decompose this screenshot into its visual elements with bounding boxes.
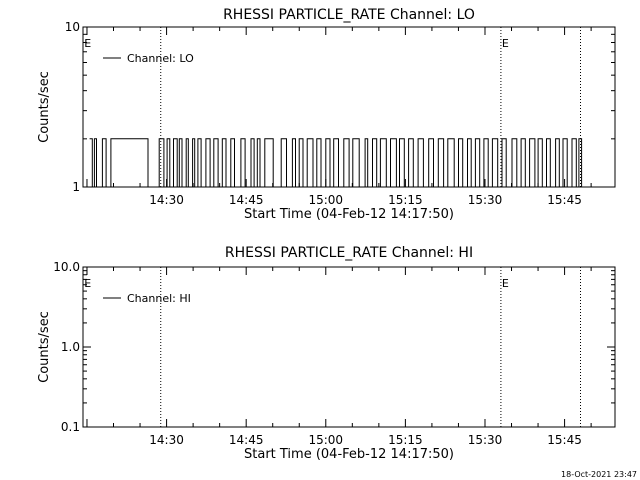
lo-channel-series-line (89, 138, 584, 188)
event-marker-label: E (502, 37, 509, 50)
x-tick-label: 14:45 (229, 193, 264, 207)
x-tick-label: 15:45 (547, 193, 582, 207)
y-tick-label: 0.1 (61, 420, 80, 434)
x-tick-label: 15:45 (547, 433, 582, 447)
event-marker-label: E (84, 277, 91, 290)
plot-frame (82, 266, 616, 428)
x-tick-label: 15:00 (308, 433, 343, 447)
event-marker-label: E (84, 37, 91, 50)
x-axis-label: Start Time (04-Feb-12 14:17:50) (244, 207, 454, 222)
timestamp-text: 18-Oct-2021 23:47 (561, 470, 637, 479)
event-marker-label: E (502, 277, 509, 290)
legend-label: Channel: LO (127, 52, 194, 65)
y-axis-label: Counts/sec (37, 311, 52, 383)
x-tick-label: 15:15 (388, 193, 423, 207)
y-axis-label: Counts/sec (37, 71, 52, 143)
y-tick-label: 1.0 (61, 340, 80, 354)
legend-label: Channel: HI (127, 292, 191, 305)
hi-channel-panel: RHESSI PARTICLE_RATE Channel: HI 0.1 1.0 10… (37, 245, 616, 462)
chart-title: RHESSI PARTICLE_RATE Channel: LO (223, 7, 475, 23)
lo-channel-panel: RHESSI PARTICLE_RATE Channel: LO 1 10 14:30… (37, 7, 616, 222)
y-tick-label: 1 (72, 180, 80, 194)
y-tick-label: 10 (65, 20, 80, 34)
x-axis-label: Start Time (04-Feb-12 14:17:50) (244, 447, 454, 462)
x-tick-label: 14:30 (149, 433, 184, 447)
x-tick-label: 14:30 (149, 193, 184, 207)
x-tick-label: 15:15 (388, 433, 423, 447)
y-tick-label: 10.0 (53, 260, 80, 274)
x-tick-label: 15:00 (308, 193, 343, 207)
x-tick-label: 14:45 (229, 433, 264, 447)
chart-title: RHESSI PARTICLE_RATE Channel: HI (225, 245, 473, 261)
x-tick-label: 15:30 (468, 433, 503, 447)
x-tick-label: 15:30 (468, 193, 503, 207)
